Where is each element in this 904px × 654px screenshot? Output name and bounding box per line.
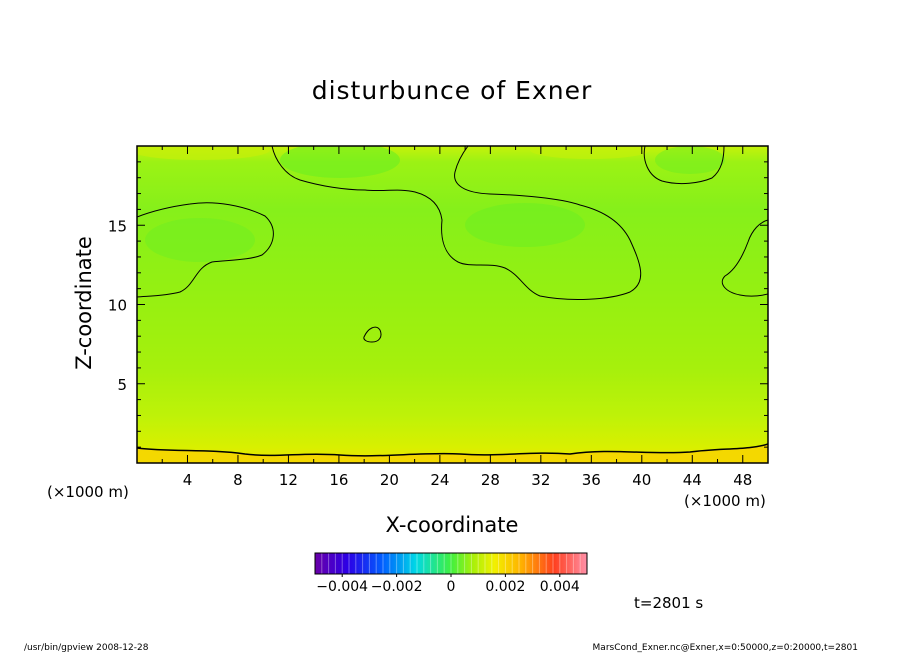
- x-tick-label: 8: [233, 471, 243, 489]
- field-patch: [137, 146, 270, 160]
- colorbar-tick-label: 0.004: [540, 579, 580, 595]
- y-tick-label: 15: [108, 217, 127, 235]
- contour-lines: [137, 146, 768, 457]
- x-tick-label: 40: [632, 471, 651, 489]
- field-bottom-band: [137, 444, 768, 463]
- x-tick-label: 32: [531, 471, 550, 489]
- y-axis: 5 10 15: [108, 161, 768, 448]
- y-axis-label: Z-coordinate: [72, 236, 96, 370]
- field-layer: [137, 146, 768, 463]
- contour-bottom: [137, 443, 768, 457]
- colorbar-stripes: [321, 553, 581, 574]
- contour-right-top: [643, 146, 725, 185]
- contour-top: [271, 146, 642, 300]
- colorbar-tick-label: −0.002: [371, 579, 423, 595]
- colorbar: −0.004 −0.002 0 0.002 0.004: [314, 552, 588, 595]
- x-tick-label: 48: [733, 471, 752, 489]
- field-patch: [530, 146, 650, 159]
- y-tick-label: 5: [117, 376, 127, 394]
- x-tick-label: 12: [279, 471, 298, 489]
- footer-command: /usr/bin/gpview 2008-12-28: [24, 643, 149, 653]
- field-background: [137, 146, 768, 463]
- contour-small-loop: [363, 326, 382, 343]
- contour-right: [721, 219, 768, 297]
- chart-title: disturbunce of Exner: [311, 76, 593, 105]
- colorbar-tick-label: −0.004: [316, 579, 368, 595]
- colorbar-gradient: [315, 553, 587, 574]
- footer-source: MarsCond_Exner.nc@Exner,x=0:50000,z=0:20…: [592, 643, 858, 653]
- x-tick-label: 44: [683, 471, 702, 489]
- field-patch: [465, 203, 585, 247]
- x-tick-label: 20: [380, 471, 399, 489]
- colorbar-tick-label: 0: [447, 579, 456, 595]
- contour-left: [137, 202, 274, 298]
- field-patch: [280, 146, 400, 178]
- x-tick-label: 28: [481, 471, 500, 489]
- field-patch: [145, 218, 255, 262]
- time-annotation: t=2801 s: [634, 594, 704, 612]
- x-unit-label-right: (×1000 m): [684, 492, 766, 510]
- colorbar-ticks: −0.004 −0.002 0 0.002 0.004: [316, 574, 580, 595]
- x-tick-label: 16: [329, 471, 348, 489]
- field-patch: [655, 146, 725, 174]
- x-tick-label: 36: [582, 471, 601, 489]
- x-tick-label: 4: [183, 471, 193, 489]
- x-axis: 4 8 12 16 20 24 28 32 36 40 44 48: [161, 146, 752, 489]
- x-unit-label-left: (×1000 m): [47, 483, 129, 501]
- y-tick-label: 10: [108, 297, 127, 315]
- x-axis-label: X-coordinate: [385, 513, 519, 537]
- x-tick-label: 24: [430, 471, 449, 489]
- colorbar-tick-label: 0.002: [485, 579, 525, 595]
